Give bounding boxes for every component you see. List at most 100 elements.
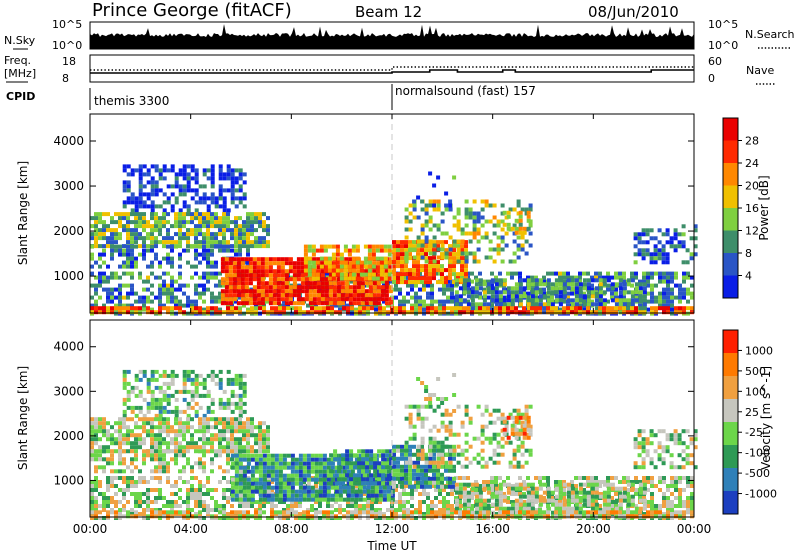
range-gate-cell [574,275,578,280]
range-gate-cell [380,285,385,290]
range-gate-cell [476,259,481,264]
range-gate-cell [450,287,454,292]
range-gate-cell [220,269,225,274]
range-gate-cell [194,409,199,414]
range-gate-cell [114,421,118,426]
range-gate-cell [202,437,206,442]
range-gate-cell [166,421,170,426]
range-gate-cell [162,168,167,173]
range-gate-cell [649,236,654,241]
range-gate-cell [367,268,372,273]
range-gate-cell [158,172,163,177]
range-gate-cell [530,298,535,303]
range-gate-cell [562,496,566,500]
range-gate-cell [106,287,110,292]
range-gate-cell [598,282,603,287]
range-gate-cell [170,457,174,462]
range-gate-cell [226,377,231,382]
range-gate-cell [424,272,428,277]
range-gate-cell [142,441,146,446]
range-gate-cell [606,283,610,288]
range-gate-cell [478,295,482,300]
range-gate-cell [686,480,690,484]
range-gate-cell [482,306,486,311]
range-gate-cell [98,484,102,488]
range-gate-cell [170,373,175,378]
range-gate-cell [138,393,143,398]
range-gate-cell [230,180,235,185]
colorbar-tick-label: 20 [745,180,759,193]
range-gate-cell [218,188,223,193]
range-gate-cell [534,476,538,480]
range-gate-cell [94,496,98,500]
range-gate-cell [432,264,436,269]
range-gate-cell [372,289,377,294]
range-gate-cell [514,306,518,311]
range-gate-cell [276,277,281,282]
range-gate-cell [266,441,270,446]
range-gate-cell [142,184,147,189]
range-gate-cell [194,413,199,418]
range-gate-cell [510,310,514,315]
range-gate-cell [400,276,404,281]
range-gate-cell [662,500,666,504]
range-gate-cell [166,461,170,466]
colorbar-tick-label: 4 [745,270,752,283]
range-gate-cell [482,290,487,295]
range-gate-cell [170,299,174,304]
range-gate-cell [94,236,98,241]
range-gate-cell [500,211,505,216]
range-gate-cell [566,295,570,300]
range-gate-cell [142,512,146,516]
range-gate-cell [122,461,126,466]
range-gate-cell [478,282,483,287]
range-gate-cell [134,220,138,225]
range-gate-cell [170,429,174,434]
range-gate-cell [378,508,382,512]
range-gate-cell [162,453,166,458]
range-gate-cell [214,264,218,269]
range-gate-cell [404,259,409,264]
range-gate-cell [642,271,646,276]
range-gate-cell [186,417,190,422]
range-gate-cell [134,437,138,442]
range-gate-cell [198,488,202,492]
range-gate-cell [134,449,138,454]
range-gate-cell [542,302,547,307]
range-gate-cell [316,297,321,302]
range-gate-cell [384,281,389,286]
range-gate-cell [456,207,461,212]
range-gate-cell [162,236,166,241]
range-gate-cell [678,306,682,311]
range-gate-cell [264,289,269,294]
range-gate-cell [681,232,686,237]
range-gate-cell [674,480,678,484]
range-gate-cell [590,283,594,288]
range-gate-cell [190,492,194,496]
range-gate-cell [670,504,674,508]
range-gate-cell [448,199,453,204]
range-gate-cell [666,279,670,284]
range-gate-cell [110,437,114,442]
range-gate-cell [98,449,102,454]
range-gate-cell [150,310,154,315]
range-gate-cell [150,184,155,189]
range-gate-cell [466,278,471,283]
range-gate-cell [678,500,682,504]
range-gate-cell [234,216,238,221]
range-gate-cell [444,251,449,256]
range-gate-cell [90,244,94,249]
range-gate-cell [114,484,118,488]
range-gate-cell [594,476,598,480]
range-gate-cell [206,488,210,492]
range-gate-cell [371,244,376,249]
range-gate-cell [154,369,159,374]
range-gate-cell [300,257,305,262]
range-gate-cell [186,208,191,213]
range-gate-cell [226,480,230,484]
range-gate-cell [622,310,626,315]
range-gate-cell [448,264,452,269]
range-gate-cell [226,240,230,245]
range-gate-cell [558,271,562,276]
range-gate-cell [284,269,289,274]
